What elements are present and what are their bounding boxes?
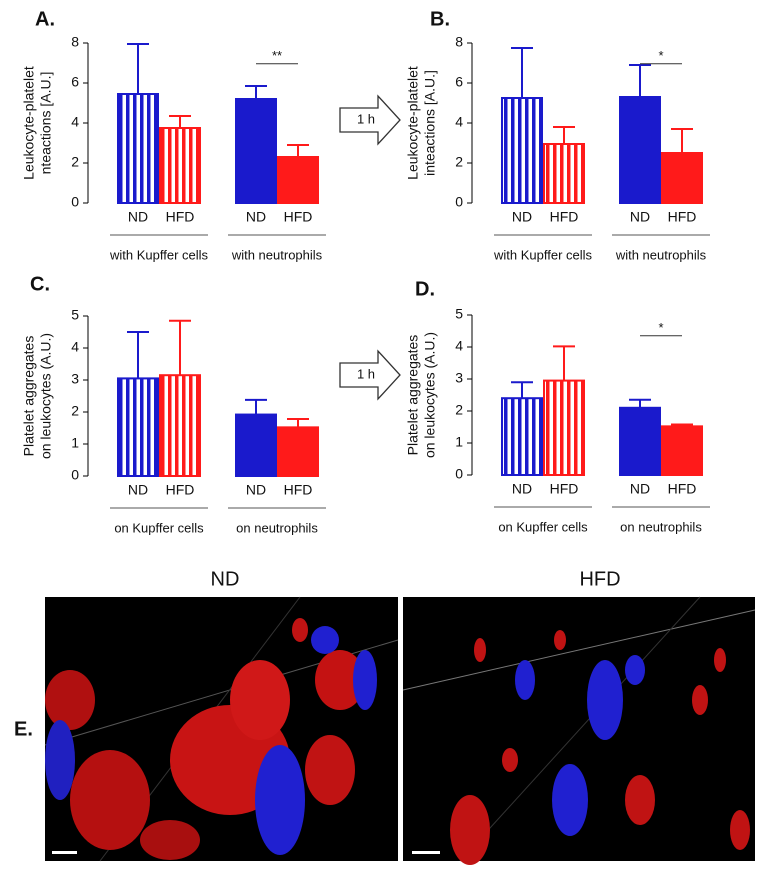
bar	[117, 377, 159, 477]
y-tick-label: 5	[71, 307, 79, 323]
bar	[661, 152, 703, 204]
group-label: with neutrophils	[615, 247, 707, 262]
charts: A.Leukocyte-platelet nteactions [A.U.]024…	[21, 8, 710, 535]
x-tick-label: ND	[512, 481, 532, 497]
y-tick-label: 2	[71, 154, 79, 170]
micrograph	[44, 596, 399, 862]
x-tick-label: HFD	[668, 481, 697, 497]
panel-label: E.	[14, 718, 33, 740]
y-axis-label: on leukocytes (A.U.)	[38, 333, 54, 459]
panel-label: C.	[30, 273, 50, 295]
y-tick-label: 0	[455, 466, 463, 482]
x-tick-label: HFD	[550, 481, 579, 497]
bar	[277, 426, 319, 477]
y-tick-label: 2	[455, 154, 463, 170]
x-tick-label: HFD	[166, 209, 195, 225]
arrow-label: 1 h	[357, 366, 375, 381]
bar	[235, 413, 277, 477]
bar	[159, 374, 201, 478]
y-tick-label: 4	[71, 114, 79, 130]
bar	[619, 96, 661, 204]
panel-label: A.	[35, 8, 55, 30]
x-tick-label: ND	[128, 209, 148, 225]
y-axis-label: Platelet aggregates	[405, 335, 421, 456]
y-axis-label: Leukocyte-platelet	[21, 66, 37, 180]
group-label: with Kupffer cells	[109, 247, 209, 262]
x-tick-label: HFD	[166, 482, 195, 498]
y-tick-label: 0	[71, 467, 79, 483]
micrograph	[402, 596, 756, 865]
x-tick-label: ND	[630, 481, 650, 497]
bar	[277, 156, 319, 204]
x-tick-label: ND	[246, 482, 266, 498]
y-tick-label: 4	[71, 339, 79, 355]
arrow	[339, 94, 401, 146]
image-title: ND	[211, 568, 240, 590]
y-tick-label: 5	[455, 306, 463, 322]
significance-label: **	[272, 48, 282, 63]
group-label: on neutrophils	[236, 520, 318, 535]
y-axis-label: nteactions [A.U.]	[38, 72, 54, 175]
y-axis-label: Leukocyte-platelet	[405, 66, 421, 180]
significance-label: *	[658, 320, 663, 335]
panel-label: B.	[430, 8, 450, 30]
x-tick-label: ND	[128, 482, 148, 498]
y-tick-label: 2	[71, 403, 79, 419]
y-tick-label: 4	[455, 338, 463, 354]
y-tick-label: 3	[455, 370, 463, 386]
y-axis-label: inteactions [A.U.]	[422, 70, 438, 176]
bar	[619, 406, 661, 476]
x-tick-label: HFD	[550, 209, 579, 225]
bar	[661, 425, 703, 476]
image-title: HFD	[579, 568, 620, 590]
y-tick-label: 3	[71, 371, 79, 387]
group-label: with neutrophils	[231, 247, 323, 262]
arrow	[339, 349, 401, 401]
y-tick-label: 6	[71, 74, 79, 90]
y-tick-label: 1	[71, 435, 79, 451]
y-tick-label: 8	[71, 34, 79, 50]
x-tick-label: HFD	[284, 209, 313, 225]
x-tick-label: ND	[512, 209, 532, 225]
bar	[543, 143, 585, 204]
y-axis-label: on leukocytes (A.U.)	[422, 332, 438, 458]
y-axis-label: Platelet aggregates	[21, 336, 37, 457]
panel-label: D.	[415, 278, 435, 300]
x-tick-label: HFD	[668, 209, 697, 225]
y-tick-label: 8	[455, 34, 463, 50]
x-tick-label: ND	[246, 209, 266, 225]
y-tick-label: 1	[455, 434, 463, 450]
group-label: with Kupffer cells	[493, 247, 593, 262]
arrow-label: 1 h	[357, 111, 375, 126]
bar	[117, 93, 159, 204]
group-label: on Kupffer cells	[498, 519, 588, 534]
significance-label: *	[658, 48, 663, 63]
y-tick-label: 0	[455, 194, 463, 210]
group-label: on neutrophils	[620, 519, 702, 534]
bar	[235, 98, 277, 204]
bar	[159, 127, 201, 204]
bar	[543, 379, 585, 477]
y-tick-label: 6	[455, 74, 463, 90]
y-tick-label: 0	[71, 194, 79, 210]
y-tick-label: 4	[455, 114, 463, 130]
group-label: on Kupffer cells	[114, 520, 204, 535]
bar	[501, 397, 543, 477]
x-tick-label: HFD	[284, 482, 313, 498]
bar	[501, 97, 543, 204]
y-tick-label: 2	[455, 402, 463, 418]
x-tick-label: ND	[630, 209, 650, 225]
